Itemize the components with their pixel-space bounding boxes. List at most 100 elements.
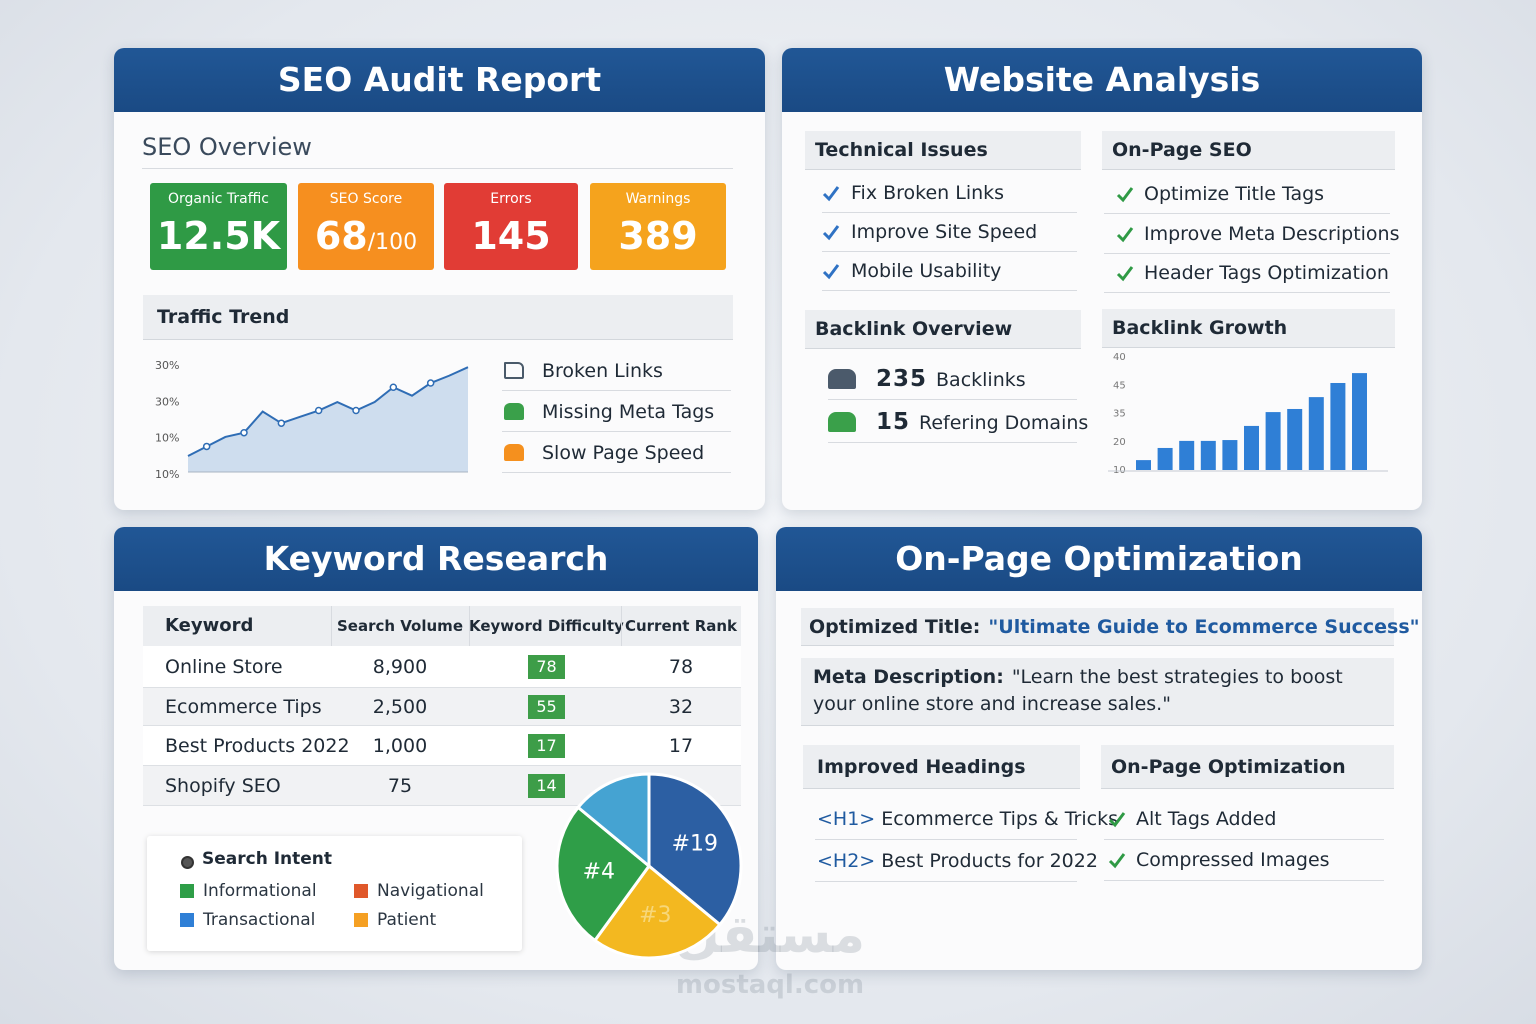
legend-label: Transactional bbox=[203, 910, 316, 930]
kpi-number: 145 bbox=[471, 214, 551, 258]
check-item: Header Tags Optimization bbox=[1144, 262, 1389, 284]
keyword-cell: Online Store bbox=[165, 656, 283, 678]
section-header: Traffic Trend bbox=[143, 295, 733, 340]
backlink-icon bbox=[828, 369, 856, 389]
kpi-label: Errors bbox=[490, 191, 532, 207]
backlink-label: Refering Domains bbox=[919, 412, 1089, 434]
kpi-label: Warnings bbox=[625, 191, 691, 207]
divider bbox=[142, 168, 733, 169]
kpi-card: Warnings 389 bbox=[590, 183, 726, 270]
column-header: Keyword bbox=[165, 615, 254, 636]
check-icon bbox=[822, 225, 840, 241]
watermark-arabic: مستقل bbox=[674, 905, 866, 965]
kpi-value: 12.5K bbox=[150, 213, 287, 259]
check-icon bbox=[1116, 226, 1134, 242]
panel-title: SEO Audit Report bbox=[114, 48, 765, 112]
heading-item: <H2> Best Products for 2022 bbox=[817, 848, 1098, 874]
check-stroke bbox=[1116, 226, 1134, 242]
divider bbox=[1104, 292, 1390, 293]
column-header: Current Rank bbox=[624, 617, 738, 635]
kpi-number: 12.5K bbox=[156, 214, 281, 258]
legend-title: Search Intent bbox=[202, 849, 333, 869]
section-header: Technical Issues bbox=[805, 131, 1081, 170]
meta-box: Meta Description: "Learn the best strateg… bbox=[801, 658, 1394, 726]
table-cell: 8,900 bbox=[372, 656, 428, 678]
panel-title: Keyword Research bbox=[114, 527, 758, 591]
table-cell: 17 bbox=[668, 735, 694, 757]
table-cell: 75 bbox=[387, 775, 413, 797]
check-icon bbox=[1116, 187, 1134, 203]
panel-title: Website Analysis bbox=[782, 48, 1422, 112]
section-header: Backlink Growth bbox=[1102, 309, 1395, 348]
check-stroke bbox=[822, 264, 840, 280]
issue-label: Missing Meta Tags bbox=[542, 401, 715, 423]
check-icon bbox=[1108, 853, 1126, 869]
legend-label: Informational bbox=[203, 881, 317, 901]
legend-swatch bbox=[354, 913, 368, 927]
title-label: Optimized Title: bbox=[809, 616, 981, 638]
backlink-icon bbox=[828, 412, 856, 432]
heading-text: Ecommerce Tips & Tricks bbox=[881, 808, 1118, 830]
backlink-value: 15 bbox=[876, 409, 911, 435]
divider bbox=[822, 290, 1077, 291]
check-icon bbox=[822, 264, 840, 280]
check-icon bbox=[1108, 812, 1126, 828]
section-header: On-Page SEO bbox=[1102, 131, 1395, 170]
overview-title: SEO Overview bbox=[142, 133, 312, 161]
issue-label: Slow Page Speed bbox=[542, 442, 705, 464]
divider bbox=[828, 442, 1077, 443]
issue-label: Broken Links bbox=[542, 360, 663, 382]
legend-swatch bbox=[354, 884, 368, 898]
table-row bbox=[143, 688, 741, 726]
divider bbox=[502, 390, 731, 391]
issue-icon bbox=[504, 444, 524, 461]
column-header: Search Volume bbox=[336, 617, 463, 635]
divider bbox=[1104, 880, 1384, 881]
difficulty-badge: 17 bbox=[528, 734, 565, 758]
divider bbox=[502, 472, 731, 473]
table-cell: 1,000 bbox=[372, 735, 428, 757]
divider bbox=[822, 251, 1077, 252]
check-stroke bbox=[1116, 187, 1134, 203]
legend-label: Navigational bbox=[377, 881, 484, 901]
heading-tag: <H2> bbox=[817, 850, 876, 872]
kpi-card: SEO Score 68/100 bbox=[298, 183, 434, 270]
section-header: Improved Headings bbox=[803, 745, 1080, 789]
meta-value: "Learn the best strategies to boost your… bbox=[813, 666, 1343, 715]
table-cell: 32 bbox=[668, 696, 694, 718]
check-icon bbox=[822, 186, 840, 202]
check-item: Fix Broken Links bbox=[851, 182, 1005, 204]
keyword-cell: Shopify SEO bbox=[165, 775, 281, 797]
check-stroke bbox=[1108, 853, 1126, 869]
table-cell: 2,500 bbox=[372, 696, 428, 718]
section-header: On-Page Optimization bbox=[1101, 745, 1394, 789]
kpi-label: Organic Traffic bbox=[168, 191, 269, 207]
legend-swatch bbox=[180, 913, 194, 927]
divider bbox=[502, 431, 731, 432]
section-header: Backlink Overview bbox=[805, 310, 1081, 349]
issue-icon bbox=[504, 403, 524, 420]
panel-title: On-Page Optimization bbox=[776, 527, 1422, 591]
kpi-card: Errors 145 bbox=[444, 183, 578, 270]
heading-tag: <H1> bbox=[817, 808, 876, 830]
kpi-number: 389 bbox=[618, 214, 698, 258]
section-header: Optimized Title: "Ultimate Guide to Ecomm… bbox=[801, 608, 1420, 646]
check-item: Improve Meta Descriptions bbox=[1144, 222, 1400, 245]
check-item: Alt Tags Added bbox=[1136, 808, 1277, 830]
title-value: "Ultimate Guide to Ecommerce Success" bbox=[988, 616, 1420, 638]
backlink-row: 235 Backlinks bbox=[876, 366, 1026, 393]
check-item: Mobile Usability bbox=[851, 260, 1002, 282]
check-stroke bbox=[1108, 812, 1126, 828]
backlink-label: Backlinks bbox=[936, 369, 1026, 391]
check-item: Compressed Images bbox=[1136, 849, 1330, 871]
table-row bbox=[143, 646, 741, 688]
divider bbox=[828, 399, 1077, 400]
divider bbox=[1104, 213, 1390, 214]
backlink-value: 235 bbox=[876, 366, 928, 392]
difficulty-badge: 55 bbox=[528, 695, 565, 719]
heading-item: <H1> Ecommerce Tips & Tricks bbox=[817, 806, 1118, 832]
divider bbox=[822, 212, 1077, 213]
kpi-value: 389 bbox=[590, 213, 726, 259]
check-item: Optimize Title Tags bbox=[1144, 183, 1325, 205]
